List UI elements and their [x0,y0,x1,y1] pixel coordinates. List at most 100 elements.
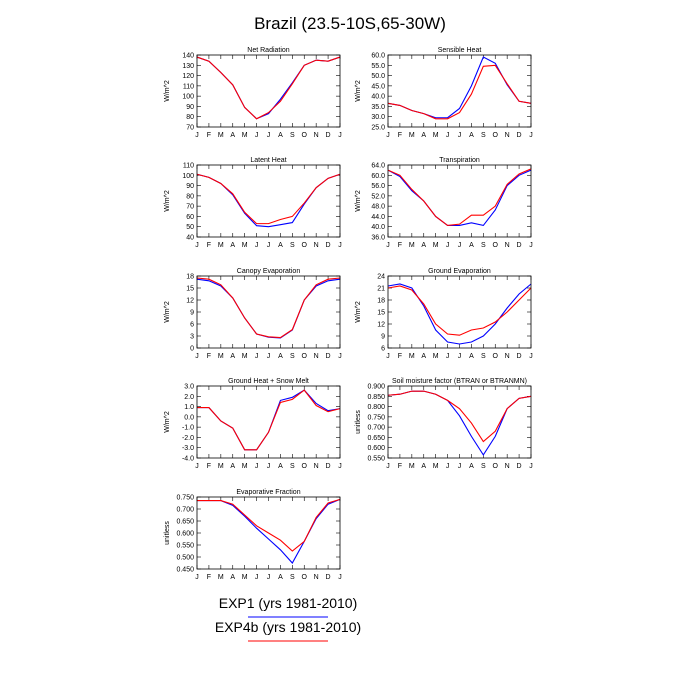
y-tick-label: 35.0 [371,104,385,111]
x-tick-label: A [278,242,283,249]
x-tick-label: J [338,574,342,581]
y-tick-label: 40.0 [371,94,385,101]
x-tick-label: M [218,242,224,249]
x-tick-label: J [386,353,390,360]
x-tick-label: O [302,574,308,581]
legend-label: EXP4b (yrs 1981-2010) [215,619,361,635]
y-tick-label: 0.750 [367,414,385,421]
x-tick-label: J [255,574,259,581]
x-tick-label: J [195,353,199,360]
y-tick-label: 90 [186,183,194,190]
x-tick-label: M [242,132,248,139]
x-tick-label: A [278,463,283,470]
series-line [387,285,532,336]
x-tick-label: J [267,574,271,581]
x-tick-label: F [398,132,402,139]
x-tick-label: M [409,353,415,360]
x-tick-label: J [267,353,271,360]
y-tick-label: 45.0 [371,83,385,90]
x-tick-label: F [398,463,402,470]
x-tick-label: M [218,463,224,470]
y-tick-label: 0 [190,346,194,353]
x-tick-label: M [218,132,224,139]
y-tick-label: 50 [186,224,194,231]
x-tick-label: N [505,353,510,360]
x-tick-label: A [421,132,426,139]
x-tick-label: O [493,463,499,470]
y-tick-label: 0.450 [176,567,194,574]
x-tick-label: D [326,463,331,470]
y-tick-label: 18 [377,298,385,305]
x-tick-label: A [421,463,426,470]
y-axis-label: unitless [164,521,171,545]
x-tick-label: A [421,242,426,249]
x-tick-label: N [314,574,319,581]
y-tick-label: 3 [190,334,194,341]
y-tick-label: 0.800 [367,404,385,411]
figure-title: Brazil (23.5-10S,65-30W) [254,14,446,33]
x-tick-label: J [338,463,342,470]
x-tick-label: A [230,132,235,139]
panel-frame [387,54,532,128]
x-tick-label: A [469,463,474,470]
y-axis-label: W/m^2 [164,80,171,102]
y-tick-label: 56.0 [371,183,385,190]
x-tick-label: J [529,242,533,249]
x-tick-label: N [505,242,510,249]
x-tick-label: A [230,353,235,360]
x-tick-label: F [207,242,211,249]
y-tick-label: 1.0 [184,404,194,411]
y-axis-label: unitless [355,410,362,434]
x-tick-label: S [290,574,295,581]
y-tick-label: 120 [182,73,194,80]
x-tick-label: O [493,353,499,360]
y-tick-label: 40 [186,235,194,242]
x-tick-label: N [505,132,510,139]
x-tick-label: A [469,242,474,249]
y-tick-label: 40.0 [371,224,385,231]
x-tick-label: O [302,132,308,139]
y-tick-label: 80 [186,114,194,121]
legend-label: EXP1 (yrs 1981-2010) [219,595,358,611]
x-tick-label: F [398,353,402,360]
x-tick-label: S [290,242,295,249]
panel-title: Net Radiation [247,47,290,54]
y-tick-label: 15 [186,286,194,293]
y-tick-label: 0.750 [176,495,194,502]
x-tick-label: M [409,132,415,139]
y-tick-label: 30.0 [371,114,385,121]
series-line [197,389,341,451]
y-tick-label: 9 [190,310,194,317]
y-tick-label: 0.550 [176,543,194,550]
x-tick-label: M [242,242,248,249]
y-tick-label: 0.550 [367,456,385,463]
x-tick-label: M [433,242,439,249]
series-line [387,168,532,227]
y-tick-label: 110 [183,83,194,90]
y-tick-label: 110 [183,163,194,170]
y-tick-label: 60 [186,214,194,221]
panel-frame [387,164,532,238]
x-tick-label: D [517,463,522,470]
panel-title: Canopy Evaporation [237,268,301,275]
y-tick-label: 0.650 [176,519,194,526]
x-tick-label: M [218,353,224,360]
y-tick-label: 9 [381,334,385,341]
x-tick-label: J [529,132,533,139]
series-line [196,278,341,339]
x-tick-label: J [458,132,462,139]
series-line [387,169,532,227]
panel-frame [196,496,341,570]
y-tick-label: 18 [186,274,194,281]
x-tick-label: J [458,242,462,249]
y-tick-label: 0.700 [176,507,194,514]
x-tick-label: J [195,463,199,470]
x-tick-label: D [326,574,331,581]
y-tick-label: 0.500 [176,555,194,562]
x-tick-label: S [481,463,486,470]
x-tick-label: M [242,353,248,360]
y-tick-label: 12 [186,298,194,305]
series-line [196,56,341,120]
y-tick-label: 24 [377,274,385,281]
